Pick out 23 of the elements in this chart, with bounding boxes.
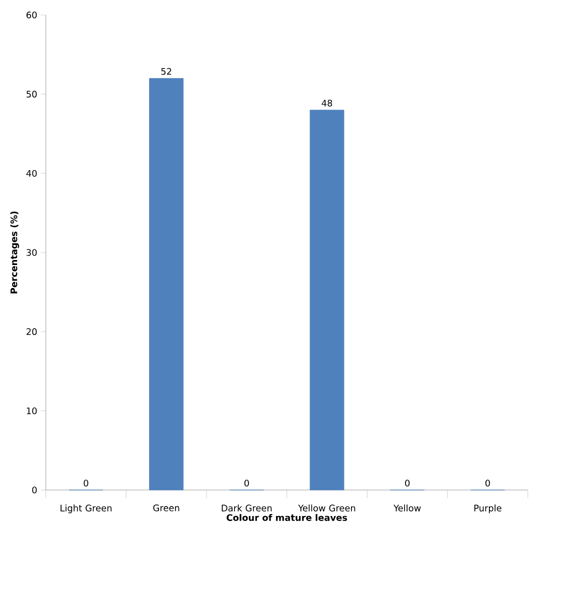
data-label: 0 [244,480,249,486]
bar [149,78,184,490]
y-tick-label: 40 [26,170,37,177]
x-tick-label: Yellow [394,504,421,512]
data-label: 52 [161,68,172,75]
data-label: 0 [84,480,88,486]
x-tick-label: Light Green [60,504,112,514]
x-tick-label: Yellow Green [298,504,356,512]
y-axis-title: Percentages (%) [10,212,20,294]
data-label: 0 [405,480,410,486]
x-tick-label: Purple [474,504,502,514]
y-tick-label: 60 [26,12,37,18]
x-axis-title: Colour of mature leaves [226,514,348,521]
data-label: 0 [485,480,490,486]
y-tick-label: 50 [26,90,37,98]
y-tick-label: 20 [26,328,37,336]
x-tick-label: Dark Green [222,504,272,512]
x-tick-label: Green [153,504,180,512]
data-label: 48 [322,100,332,106]
y-tick-label: 30 [26,249,37,256]
bar [310,110,344,490]
y-tick-label: 10 [26,407,37,414]
y-tick-label: 0 [32,486,37,494]
